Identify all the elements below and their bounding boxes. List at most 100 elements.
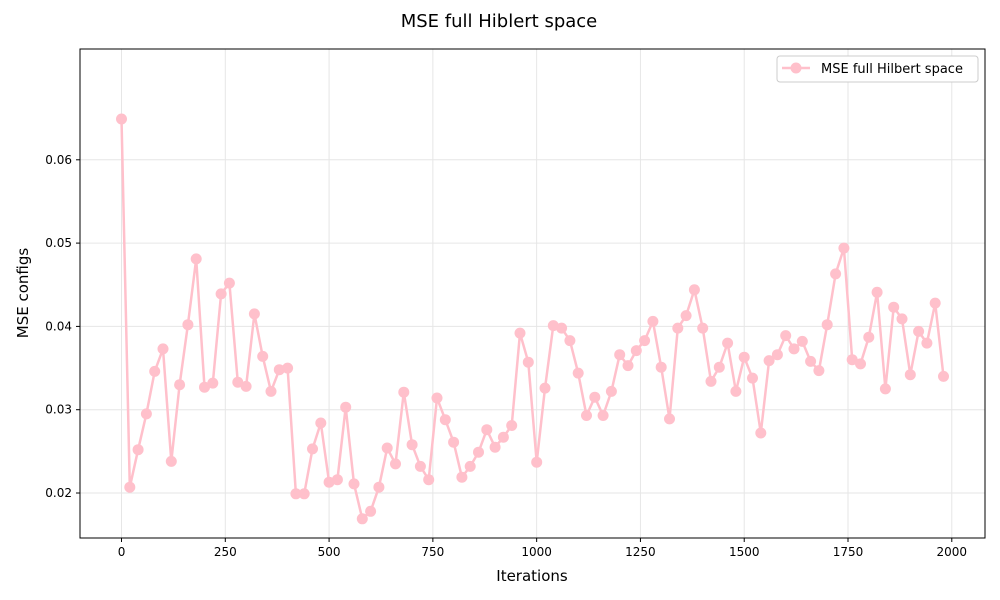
data-point xyxy=(838,242,850,254)
data-point xyxy=(830,268,842,280)
legend-label: MSE full Hilbert space xyxy=(821,62,963,77)
data-point xyxy=(489,441,501,453)
data-point xyxy=(207,377,219,389)
data-point xyxy=(348,478,360,490)
x-axis-label: Iterations xyxy=(496,567,568,585)
data-point xyxy=(522,356,534,368)
data-point xyxy=(116,113,127,125)
data-point xyxy=(763,355,775,367)
data-point xyxy=(265,385,277,397)
x-tick-label: 0 xyxy=(118,545,126,559)
data-point xyxy=(381,442,393,454)
data-point xyxy=(904,369,916,381)
x-tick-label: 1000 xyxy=(521,545,552,559)
data-point xyxy=(506,420,518,431)
data-point xyxy=(398,386,410,398)
y-tick-label: 0.06 xyxy=(45,153,72,167)
data-point xyxy=(439,414,451,426)
plot-frame xyxy=(79,48,986,539)
data-point xyxy=(879,383,891,395)
ticks: 0 250 500 750 1000 1250 1500 1750 2000 0.02 0.03 0.… xyxy=(45,153,967,559)
data-point xyxy=(680,310,692,322)
x-tick-label: 2000 xyxy=(937,545,968,559)
data-point xyxy=(647,315,659,327)
data-point xyxy=(356,513,368,525)
x-tick-label: 500 xyxy=(318,545,341,559)
data-point xyxy=(481,424,493,436)
data-point xyxy=(215,288,227,300)
data-point xyxy=(365,505,377,517)
data-point xyxy=(896,313,908,325)
data-point xyxy=(406,439,418,451)
data-point xyxy=(929,297,941,309)
x-tick-label: 1750 xyxy=(833,545,864,559)
data-point xyxy=(821,319,833,331)
data-point xyxy=(298,488,310,500)
data-point xyxy=(390,458,401,470)
x-tick-label: 750 xyxy=(421,545,444,559)
data-point xyxy=(307,443,318,455)
data-point xyxy=(531,456,543,468)
data-point xyxy=(414,460,426,472)
y-tick-label: 0.05 xyxy=(45,236,72,250)
data-point xyxy=(423,474,435,486)
data-point xyxy=(863,331,875,343)
data-point xyxy=(846,354,858,366)
data-point xyxy=(589,391,601,403)
data-point xyxy=(672,322,684,334)
data-point xyxy=(888,301,900,313)
x-tick-label: 250 xyxy=(214,545,237,559)
data-point xyxy=(705,375,717,387)
data-point xyxy=(688,284,700,296)
data-point xyxy=(921,337,933,349)
data-point xyxy=(556,322,568,334)
data-point xyxy=(448,436,460,448)
data-point xyxy=(140,408,152,420)
series-layer xyxy=(116,113,949,525)
data-point xyxy=(182,319,194,331)
data-point xyxy=(240,380,252,392)
data-point xyxy=(464,460,476,472)
data-point xyxy=(713,361,725,373)
data-point xyxy=(456,471,468,483)
data-point xyxy=(639,335,651,347)
data-point xyxy=(572,367,584,379)
data-point xyxy=(805,355,817,367)
data-point xyxy=(755,427,767,439)
y-axis-label: MSE configs xyxy=(14,248,32,339)
x-tick-label: 1500 xyxy=(729,545,760,559)
data-point xyxy=(664,413,675,425)
data-point xyxy=(174,379,186,391)
data-point xyxy=(722,337,734,349)
data-point xyxy=(913,325,925,337)
x-tick-label: 1250 xyxy=(625,545,656,559)
data-point xyxy=(630,345,642,357)
data-point xyxy=(473,446,484,458)
data-point xyxy=(771,349,783,361)
data-point xyxy=(282,362,294,374)
data-point xyxy=(223,277,235,289)
data-point xyxy=(248,308,260,320)
data-point xyxy=(149,365,161,377)
y-tick-label: 0.02 xyxy=(45,486,72,500)
data-point xyxy=(315,417,327,429)
series-line xyxy=(120,118,945,521)
data-point xyxy=(605,385,617,397)
data-point xyxy=(622,360,634,372)
data-point xyxy=(340,401,352,413)
data-point xyxy=(232,376,244,388)
data-point xyxy=(132,444,144,456)
data-point xyxy=(730,385,742,397)
data-point xyxy=(323,476,335,488)
data-point xyxy=(124,481,136,493)
data-point xyxy=(514,327,526,339)
data-point xyxy=(497,431,509,443)
data-point xyxy=(871,286,883,298)
data-point xyxy=(331,474,343,486)
data-point xyxy=(813,365,825,377)
data-point xyxy=(614,349,626,361)
data-point xyxy=(547,320,559,332)
data-point xyxy=(738,351,750,363)
